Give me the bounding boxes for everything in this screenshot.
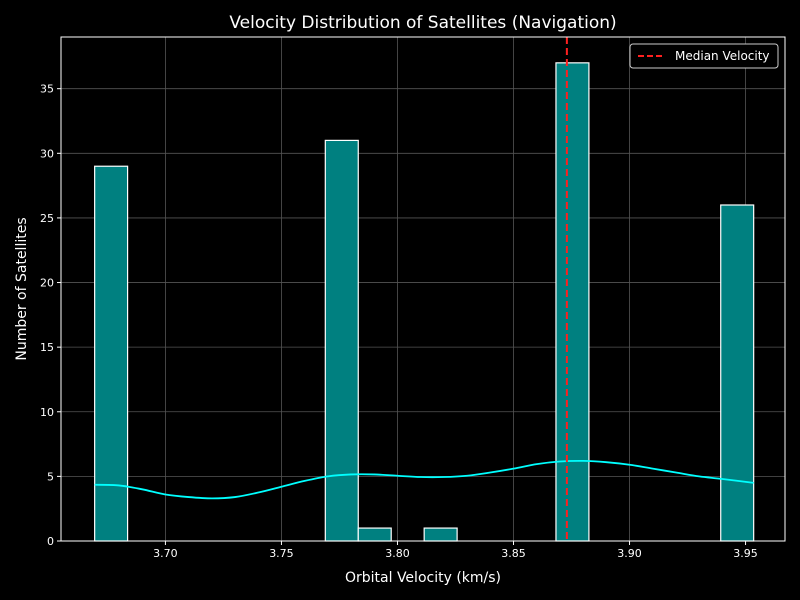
x-tick-label-3: 3.85 bbox=[501, 547, 526, 560]
x-tick-label-1: 3.75 bbox=[269, 547, 294, 560]
legend: Median Velocity bbox=[629, 43, 779, 69]
y-tick-label-4: 20 bbox=[40, 277, 54, 290]
y-tick-label-3: 15 bbox=[40, 341, 54, 354]
plot-frame bbox=[60, 36, 786, 542]
y-tick-label-2: 10 bbox=[40, 406, 54, 419]
histogram-bar-0 bbox=[94, 165, 129, 542]
y-tick-label-0: 0 bbox=[47, 535, 54, 548]
x-tick-label-0: 3.70 bbox=[153, 547, 178, 560]
x-axis-ticks: 3.70 3.75 3.80 3.85 3.90 3.95 bbox=[153, 541, 758, 560]
grid bbox=[61, 37, 785, 542]
y-tick-label-5: 25 bbox=[40, 212, 54, 225]
x-tick-label-4: 3.90 bbox=[617, 547, 642, 560]
histogram-bar-10 bbox=[423, 527, 458, 542]
y-axis-ticks: 0 5 10 15 20 25 30 35 bbox=[40, 83, 61, 548]
kde-curve-layer bbox=[94, 459, 754, 500]
x-tick-label-2: 3.80 bbox=[385, 547, 410, 560]
histogram-bar-8 bbox=[357, 527, 392, 542]
y-tick-label-7: 35 bbox=[40, 83, 54, 96]
histogram-bar-14 bbox=[555, 62, 590, 542]
histogram-bar-7 bbox=[324, 139, 359, 542]
y-axis-label: Number of Satellites bbox=[14, 217, 30, 360]
x-tick-label-5: 3.95 bbox=[733, 547, 758, 560]
y-tick-label-6: 30 bbox=[40, 147, 54, 160]
histogram-bar-19 bbox=[720, 204, 755, 542]
chart-title: Velocity Distribution of Satellites (Nav… bbox=[229, 13, 616, 33]
y-tick-label-1: 5 bbox=[47, 470, 54, 483]
legend-box bbox=[629, 43, 779, 69]
legend-label-median: Median Velocity bbox=[675, 49, 770, 63]
x-axis-label: Orbital Velocity (km/s) bbox=[345, 570, 501, 586]
kde-curve bbox=[94, 459, 754, 500]
